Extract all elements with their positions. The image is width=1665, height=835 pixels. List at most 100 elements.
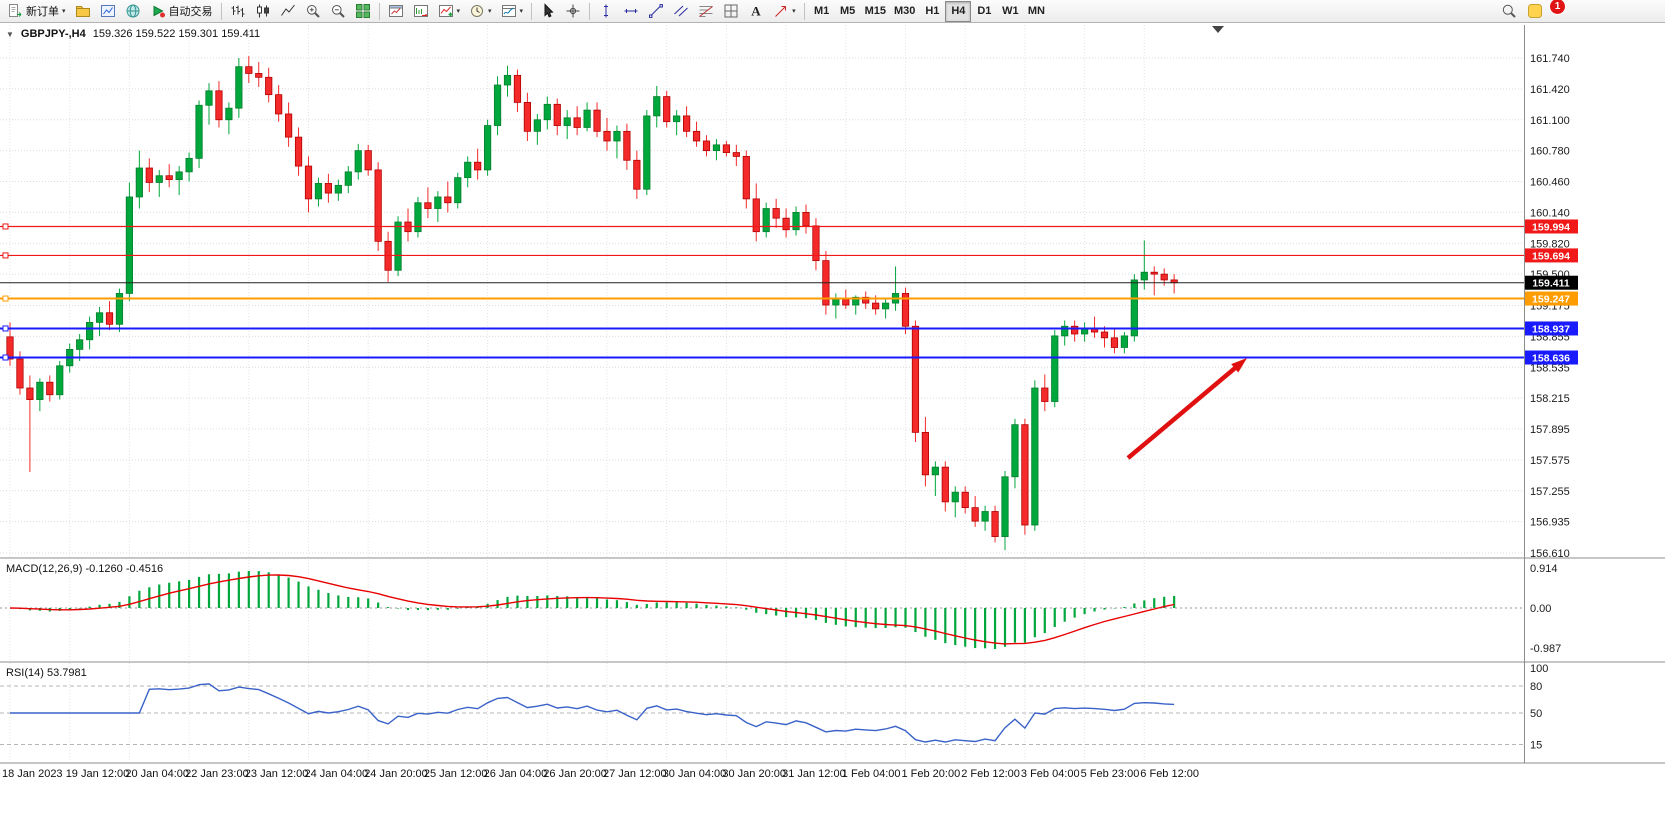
trend-arrow-head[interactable] [1231, 358, 1247, 373]
candle-body [663, 96, 671, 123]
candle-body [46, 381, 54, 396]
cursor-button[interactable] [536, 1, 560, 22]
timeframe-button-m5[interactable]: M5 [835, 1, 861, 22]
channel-icon [674, 5, 688, 17]
vertical-line-button[interactable] [594, 1, 618, 22]
new-order-label: 新订单 [26, 6, 59, 18]
line-handle[interactable] [2, 252, 9, 259]
candle-body [1001, 476, 1009, 537]
candle-body [304, 165, 313, 200]
timeframe-button-w1[interactable]: W1 [997, 1, 1023, 22]
svg-text:158.535: 158.535 [1530, 362, 1570, 374]
svg-text:20 Jan 04:00: 20 Jan 04:00 [125, 768, 189, 780]
fibonacci-icon [699, 6, 713, 17]
chevron-down-icon[interactable]: ▾ [488, 7, 492, 15]
one-click-toggle-icon[interactable]: ▼ [6, 29, 14, 39]
template-icon [501, 5, 516, 17]
candle-body [553, 103, 561, 126]
timeframe-button-mn[interactable]: MN [1023, 1, 1049, 22]
candle-body [76, 339, 84, 350]
candle-body [36, 381, 44, 400]
trendline-button[interactable] [644, 1, 668, 22]
candle-body [245, 66, 253, 74]
chevron-down-icon[interactable]: ▾ [62, 7, 66, 15]
candle-body [842, 298, 850, 306]
text-tool-button[interactable]: A [744, 1, 768, 22]
candle-body [314, 183, 323, 200]
price-pane [0, 26, 1524, 551]
crosshair-button[interactable] [561, 1, 585, 22]
candle-body [623, 130, 631, 161]
candlestick-chart-icon [256, 4, 269, 18]
indicators-button[interactable]: ▾ [434, 1, 465, 22]
timeframe-button-d1[interactable]: D1 [971, 1, 997, 22]
horizontal-line-button[interactable] [619, 1, 643, 22]
timeframe-button-m15[interactable]: M15 [861, 1, 890, 22]
candle-body [941, 466, 949, 503]
vertical-line-icon [604, 4, 609, 18]
svg-text:6 Feb 12:00: 6 Feb 12:00 [1140, 768, 1199, 780]
arrows-tool-button[interactable]: ▾ [769, 1, 800, 22]
zoom-out-icon [331, 5, 345, 18]
fibonacci-button[interactable] [694, 1, 718, 22]
line-handle[interactable] [2, 354, 9, 361]
zoom-in-button[interactable] [301, 1, 325, 22]
svg-text:50: 50 [1530, 708, 1542, 720]
candle-body [215, 90, 223, 121]
auto-arrange-button[interactable] [384, 1, 408, 22]
search-button[interactable] [1497, 1, 1521, 22]
community-button[interactable] [1523, 1, 1547, 22]
svg-text:1 Feb 20:00: 1 Feb 20:00 [902, 768, 961, 780]
macd-signal-line [9, 574, 1175, 645]
candle-body [772, 208, 780, 219]
market-watch-button[interactable] [96, 1, 120, 22]
candle-body [563, 117, 571, 126]
svg-text:159.820: 159.820 [1530, 238, 1570, 250]
symbols-button[interactable] [71, 1, 95, 22]
templates-button[interactable]: ▾ [497, 1, 528, 22]
timeframe-button-h1[interactable]: H1 [919, 1, 945, 22]
candle-body [911, 325, 920, 433]
line-chart-icon [280, 4, 295, 16]
notification-badge[interactable]: 1 [1549, 0, 1566, 15]
timeframe-button-m1[interactable]: M1 [809, 1, 835, 22]
chart-shift-marker[interactable] [1212, 26, 1224, 33]
chart-canvas[interactable]: MACD(12,26,9) -0.1260 -0.4516 RSI(14) 53.… [0, 23, 1665, 835]
line-handle[interactable] [2, 223, 9, 230]
svg-text:100: 100 [1530, 663, 1548, 675]
chevron-down-icon[interactable]: ▾ [456, 7, 461, 15]
candle-body [782, 217, 790, 231]
tile-windows-button[interactable] [351, 1, 375, 22]
chevron-down-icon[interactable]: ▾ [519, 7, 524, 15]
line-handle[interactable] [2, 325, 9, 332]
svg-text:3 Feb 04:00: 3 Feb 04:00 [1021, 768, 1080, 780]
chevron-down-icon[interactable]: ▾ [792, 7, 796, 15]
candle-body [1150, 271, 1158, 275]
new-order-button[interactable]: 新订单 ▾ [3, 1, 70, 22]
chart-shift-icon [413, 5, 428, 17]
timeframe-button-h4[interactable]: H4 [945, 0, 972, 22]
line-chart-button[interactable] [276, 1, 300, 22]
auto-trading-button[interactable]: 自动交易 [146, 1, 217, 22]
trend-arrow[interactable] [1126, 363, 1240, 460]
svg-text:24 Jan 04:00: 24 Jan 04:00 [305, 768, 369, 780]
candle-body [414, 202, 422, 233]
shapes-button[interactable] [719, 1, 743, 22]
candle-body [125, 196, 133, 294]
candle-body [284, 113, 293, 138]
web-terminal-button[interactable] [121, 1, 145, 22]
candle-body [832, 298, 840, 306]
timeframe-group: M1 M5 M15 M30 H1 H4 D1 W1 MN [809, 0, 1050, 22]
candle-body [742, 156, 750, 200]
line-handle[interactable] [2, 295, 9, 302]
bar-chart-button[interactable] [226, 1, 250, 22]
candle-body [613, 130, 621, 142]
periods-button[interactable]: ▾ [465, 1, 496, 22]
candlestick-chart-button[interactable] [251, 1, 275, 22]
zoom-out-button[interactable] [326, 1, 350, 22]
timeframe-button-m30[interactable]: M30 [890, 1, 919, 22]
channel-button[interactable] [669, 1, 693, 22]
svg-text:159.247: 159.247 [1532, 294, 1570, 306]
chart-shift-button[interactable] [409, 1, 433, 22]
candle-body [155, 175, 163, 183]
